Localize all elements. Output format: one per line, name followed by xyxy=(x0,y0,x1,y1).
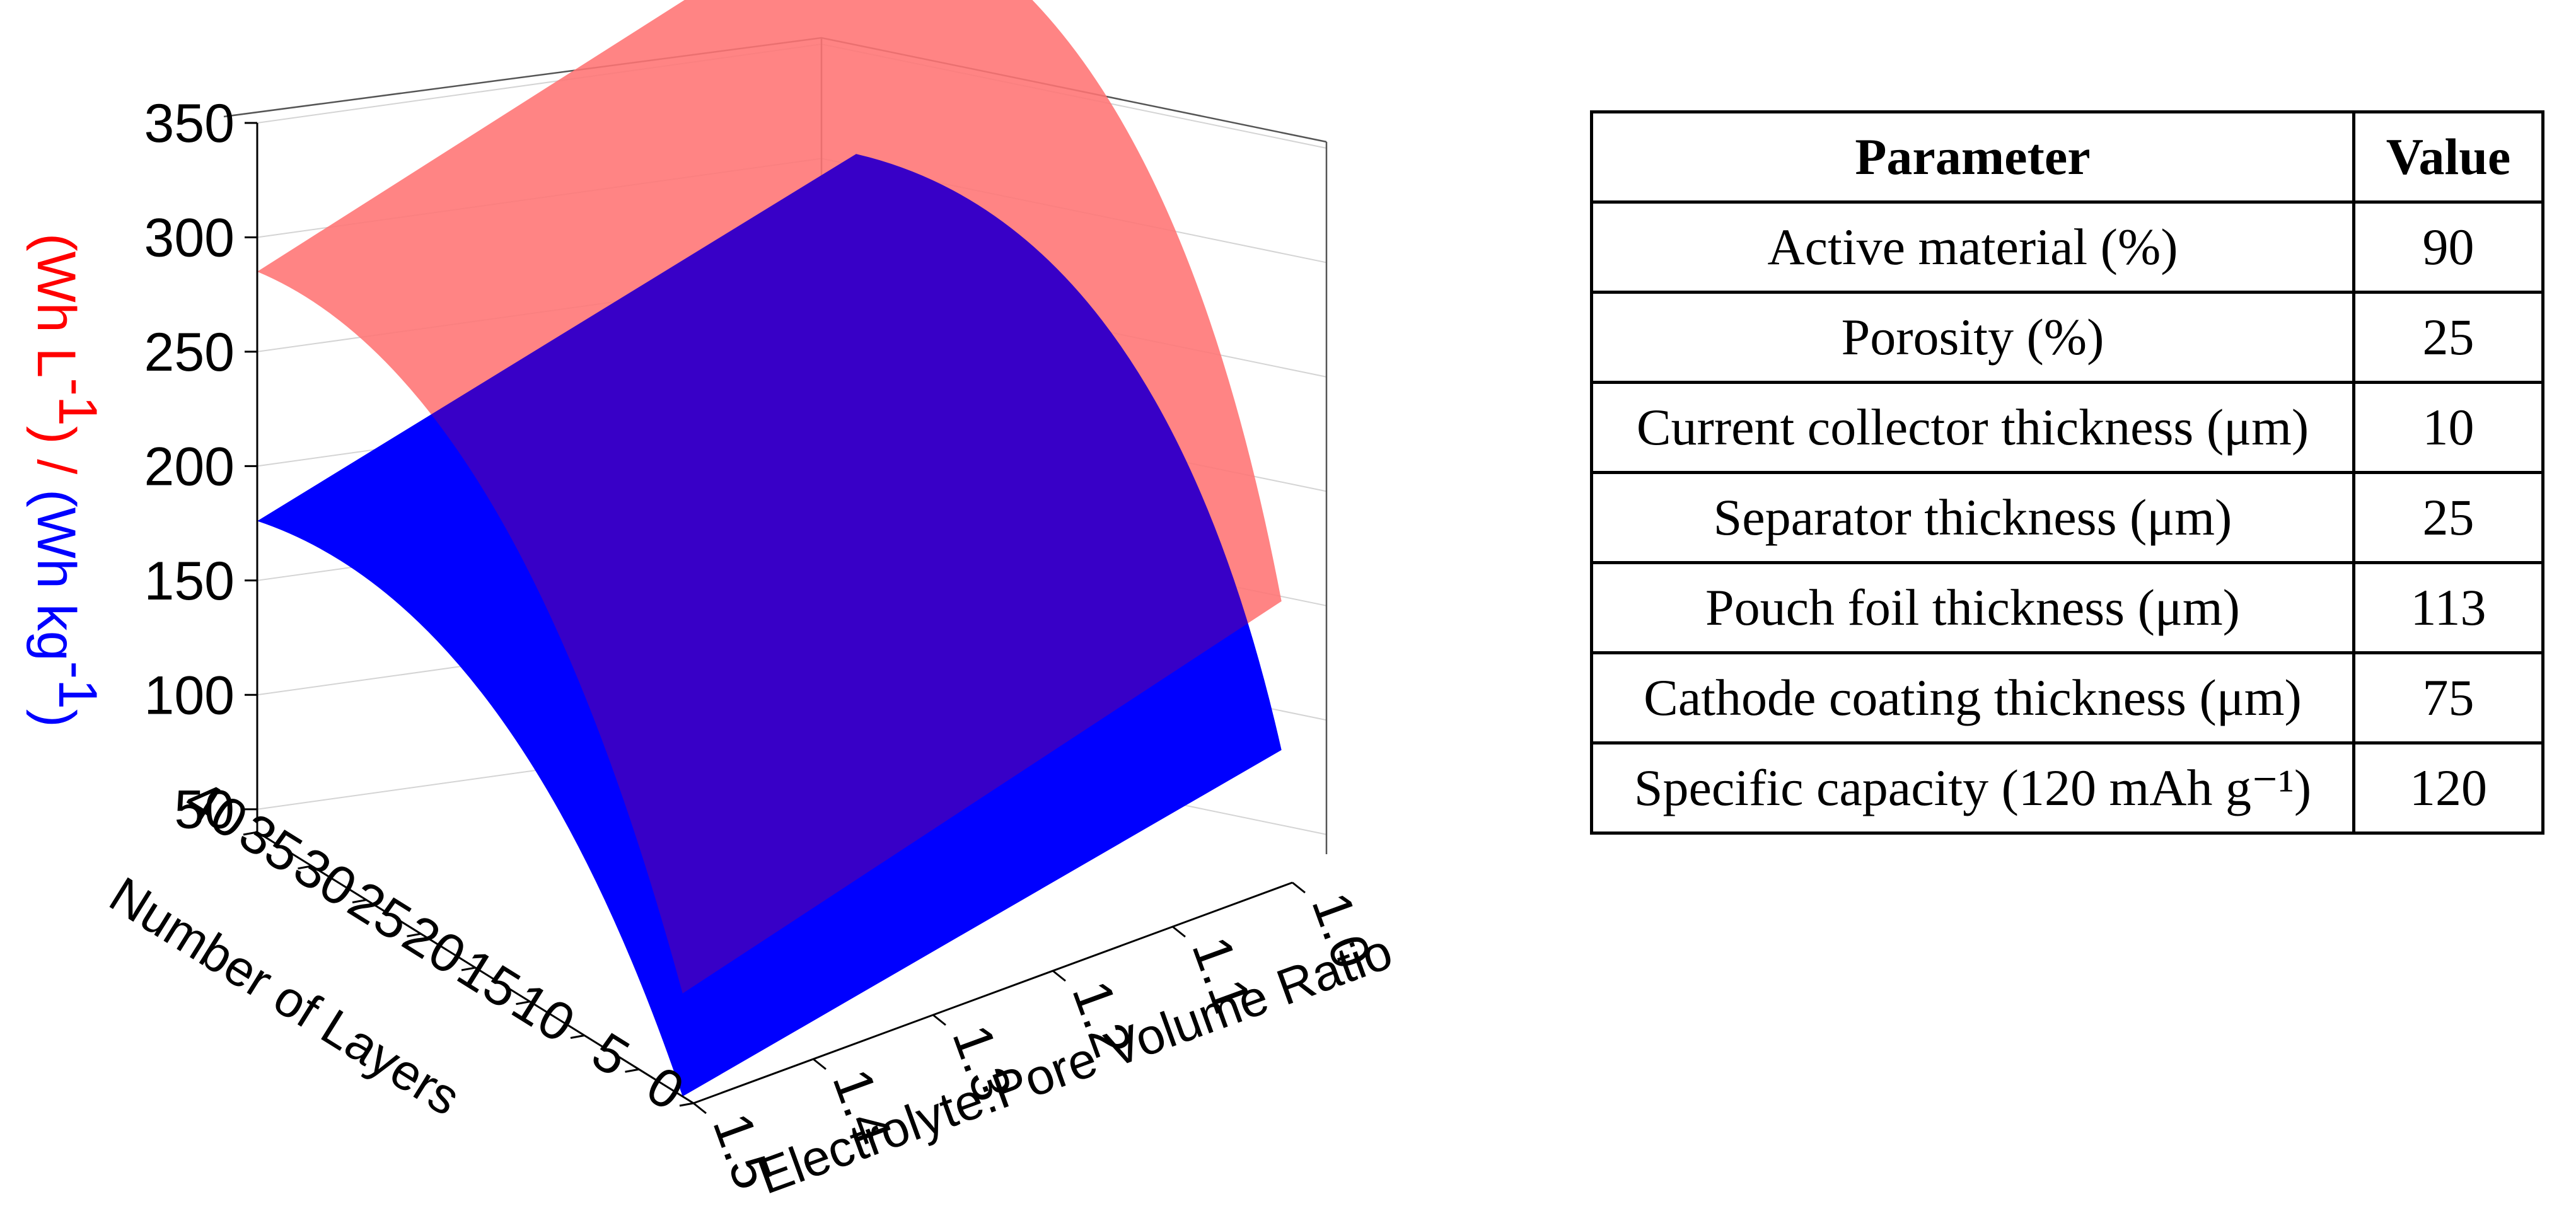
value-cell: 113 xyxy=(2352,561,2544,654)
ratio-tick xyxy=(1052,970,1066,982)
value-cell: 90 xyxy=(2352,200,2544,294)
layers-tick xyxy=(679,1102,694,1107)
table-header-row: Parameter Value xyxy=(1590,110,2544,204)
layers-tick xyxy=(461,966,476,971)
energy-tick-label: 300 xyxy=(144,207,235,268)
parameter-table: Parameter Value Active material (%) 90 P… xyxy=(1590,110,2544,835)
value-cell: 75 xyxy=(2352,651,2544,745)
header-parameter: Parameter xyxy=(1590,110,2355,204)
table-row: Porosity (%) 25 xyxy=(1590,291,2544,384)
table-row: Separator thickness (μm) 25 xyxy=(1590,471,2544,564)
param-cell: Current collector thickness (μm) xyxy=(1590,381,2355,474)
table-row: Current collector thickness (μm) 10 xyxy=(1590,381,2544,474)
ylabel-part: ) / xyxy=(26,426,86,489)
layers-tick xyxy=(570,1034,585,1039)
energy-tick-label: 350 xyxy=(144,93,235,154)
energy-tick-label: 50 xyxy=(174,780,235,840)
tick-marks xyxy=(243,122,1306,1115)
param-cell: Porosity (%) xyxy=(1590,291,2355,384)
ratio-tick xyxy=(932,1014,946,1026)
energy-axis-title: (Wh L-1) / (Wh kg-1) xyxy=(26,233,108,727)
ylabel-part: (Wh L xyxy=(26,233,86,378)
ratio-tick xyxy=(693,1102,707,1115)
surfaces xyxy=(257,0,1282,1097)
ylabel-part: (Wh kg xyxy=(26,489,86,661)
param-cell: Separator thickness (μm) xyxy=(1590,471,2355,564)
energy-tick-label: 100 xyxy=(144,665,235,726)
gravimetric-surface xyxy=(257,154,1282,1097)
layers-tick-label: 5 xyxy=(582,1021,639,1089)
ratio-tick xyxy=(813,1058,827,1070)
ratio-tick xyxy=(1172,925,1186,938)
ylabel-part: -1 xyxy=(47,378,108,426)
ratio-tick xyxy=(1292,881,1306,894)
param-cell: Specific capacity (120 mAh g⁻¹) xyxy=(1590,741,2355,835)
table-row: Cathode coating thickness (μm) 75 xyxy=(1590,651,2544,745)
header-value: Value xyxy=(2352,110,2544,204)
param-cell: Cathode coating thickness (μm) xyxy=(1590,651,2355,745)
layers-tick xyxy=(352,899,367,903)
value-cell: 120 xyxy=(2352,741,2544,835)
table-row: Active material (%) 90 xyxy=(1590,200,2544,294)
table-row: Specific capacity (120 mAh g⁻¹) 120 xyxy=(1590,741,2544,835)
energy-tick-label: 250 xyxy=(144,322,235,383)
energy-tick-label: 200 xyxy=(144,436,235,497)
layers-tick xyxy=(298,865,312,870)
layers-tick xyxy=(243,831,258,836)
value-cell: 10 xyxy=(2352,381,2544,474)
energy-tick-label: 150 xyxy=(144,551,235,611)
param-cell: Pouch foil thickness (μm) xyxy=(1590,561,2355,654)
layers-tick xyxy=(625,1068,639,1073)
param-cell: Active material (%) xyxy=(1590,200,2355,294)
layers-tick xyxy=(516,1000,530,1005)
ylabel-part: ) xyxy=(26,709,86,727)
value-cell: 25 xyxy=(2352,291,2544,384)
layers-tick xyxy=(407,932,421,937)
table-row: Pouch foil thickness (μm) 113 xyxy=(1590,561,2544,654)
value-cell: 25 xyxy=(2352,471,2544,564)
ylabel-part: -1 xyxy=(47,661,108,709)
ratio-axis-line xyxy=(693,881,1293,1104)
overlap-tint xyxy=(257,0,1282,994)
